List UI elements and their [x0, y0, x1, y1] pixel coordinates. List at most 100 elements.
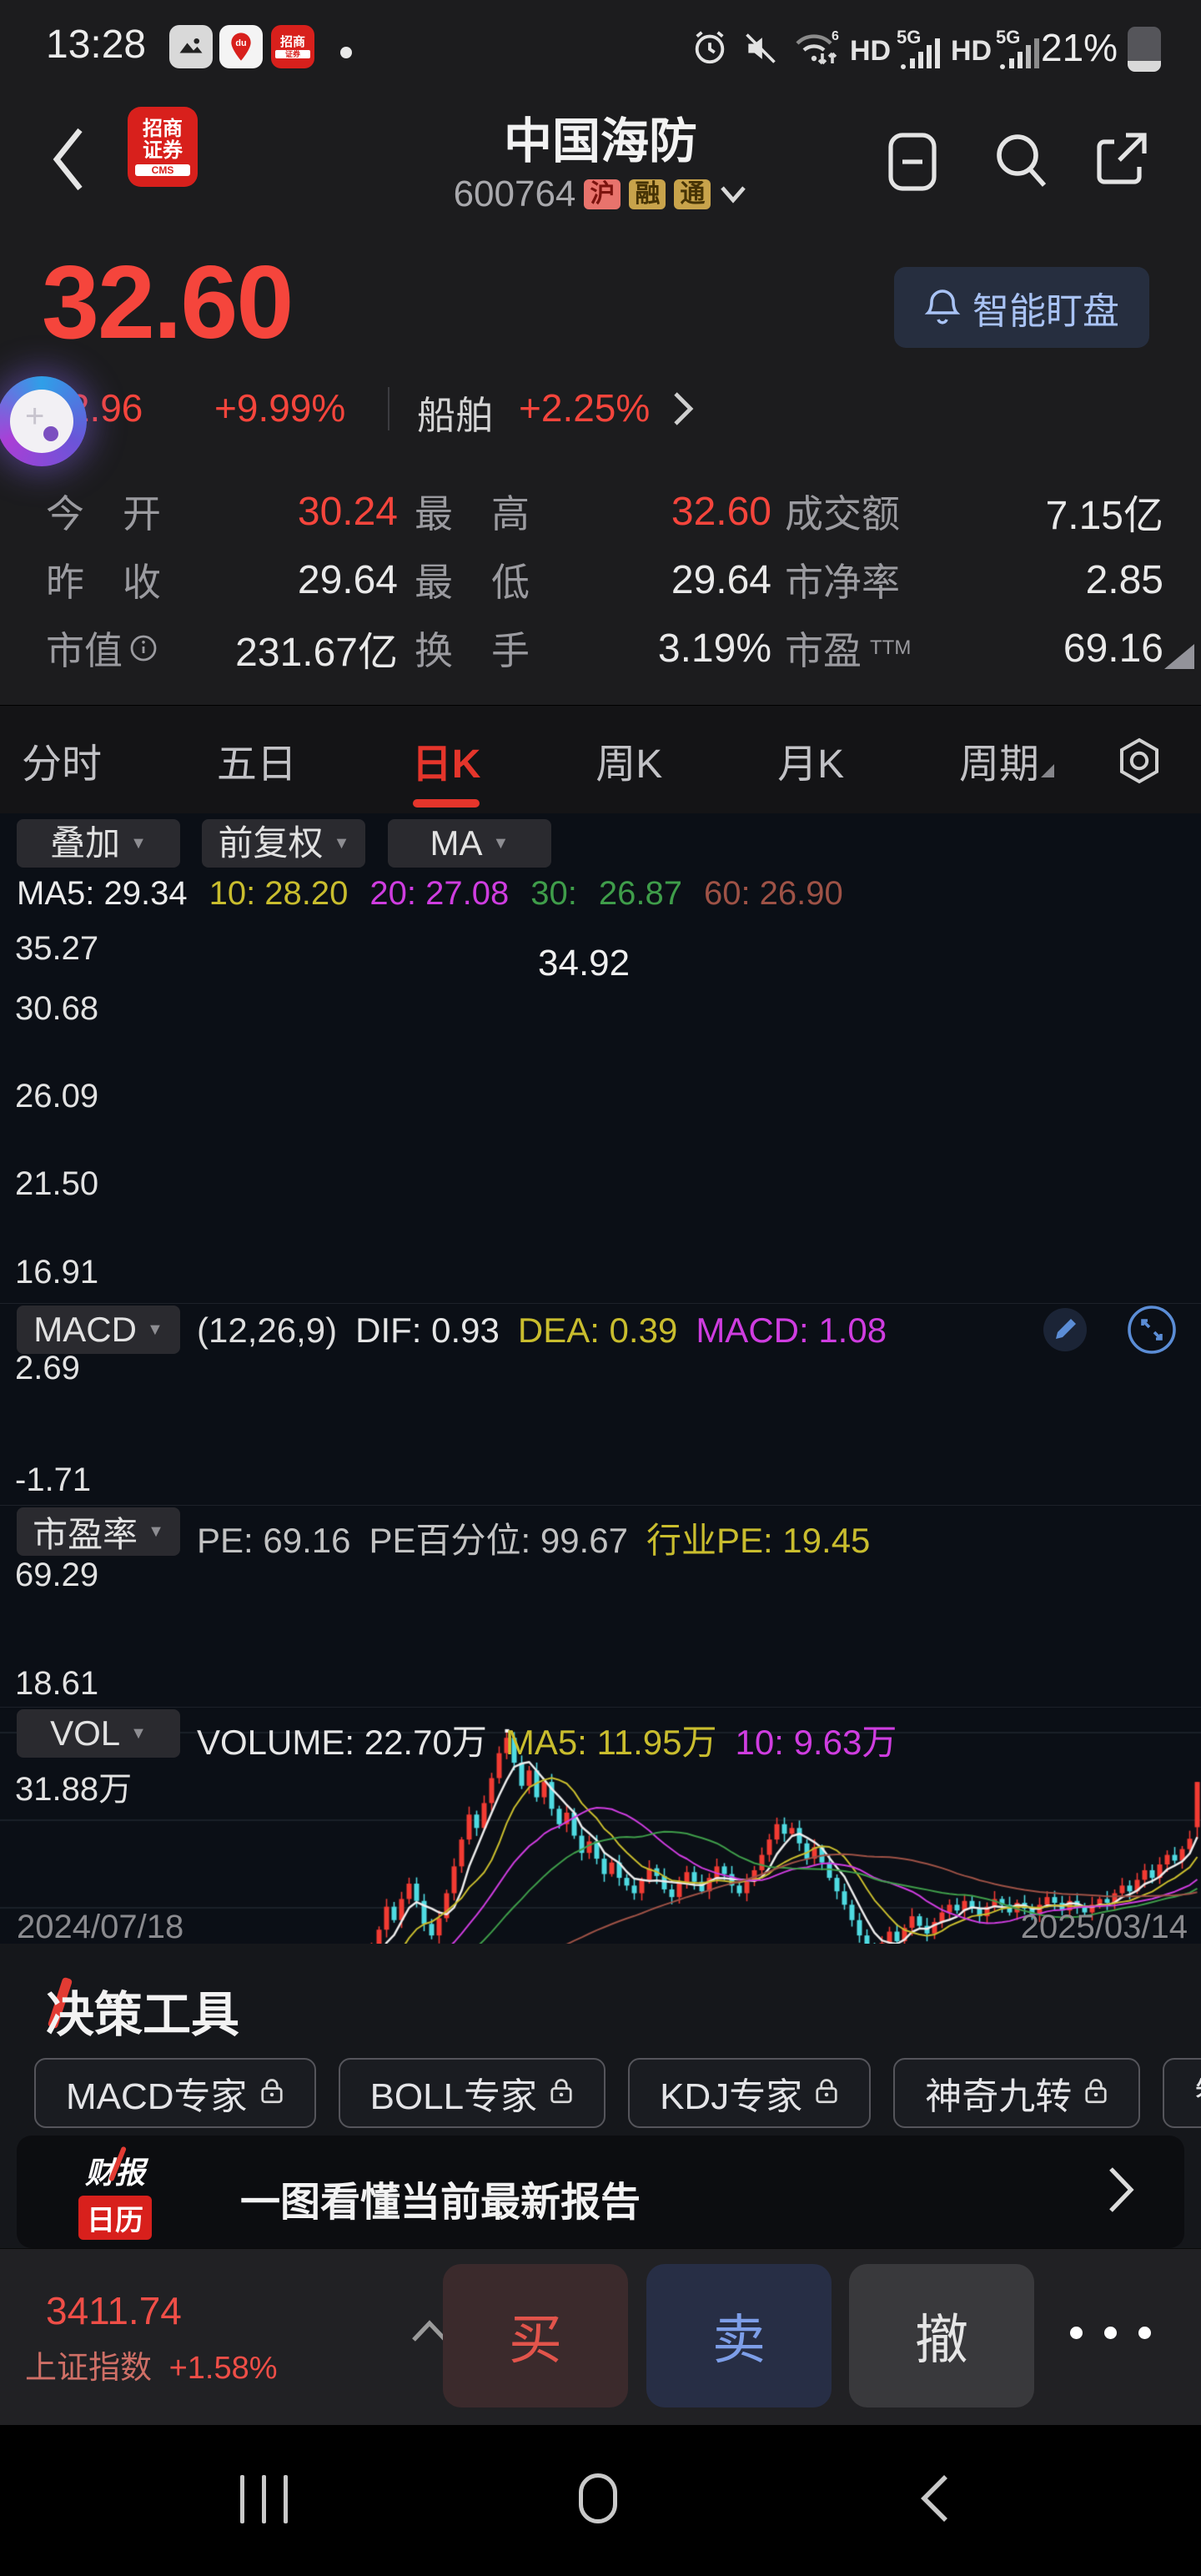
report-banner[interactable]: 财报 日历 一图看懂当前最新报告	[17, 2136, 1184, 2248]
trade-bar: 3411.74 上证指数 +1.58% 买 卖 撤	[0, 2248, 1201, 2426]
chevron-up-icon[interactable]	[410, 2320, 449, 2347]
caret-corner-icon	[1041, 764, 1054, 777]
back-button[interactable]	[48, 125, 87, 198]
last-price: 32.60	[42, 245, 294, 360]
tool-chip-神奇九转[interactable]: 神奇九转	[893, 2058, 1141, 2128]
caret-down-icon: ▼	[492, 833, 510, 853]
chart-date-end: 2025/03/14	[1020, 1909, 1188, 1945]
active-tab-underline	[413, 799, 480, 808]
macd-values: (12,26,9) DIF: 0.93 DEA: 0.39 MACD: 1.08	[197, 1311, 905, 1351]
notification-dot	[340, 47, 352, 58]
indicator-dropdown[interactable]: MA ▼	[387, 818, 551, 868]
tab-月K[interactable]: 月K	[777, 742, 845, 787]
stat-value: 29.64	[297, 557, 398, 602]
price-change-pct: +9.99%	[214, 386, 346, 430]
caret-down-icon: ▼	[146, 1320, 163, 1339]
macd-y-max: 2.69	[15, 1350, 80, 1386]
stat-label: 成交额	[785, 492, 900, 536]
divider	[388, 387, 389, 430]
home-icon[interactable]	[579, 2473, 617, 2523]
lock-icon	[814, 2072, 839, 2114]
more-menu-icon[interactable]	[1070, 2327, 1151, 2339]
top-section: 13:28 du 招商 证券 6 HD 5G HD	[0, 0, 1201, 705]
tab-日K[interactable]: 日K	[407, 722, 486, 808]
macd-params: (12,26,9)	[197, 1311, 338, 1350]
sell-button[interactable]: 卖	[646, 2264, 832, 2407]
tab-周期[interactable]: 周期	[954, 722, 1059, 797]
map-app-notification-icon: du	[219, 25, 263, 68]
stat-value: 3.19%	[657, 626, 771, 671]
kline-y-label: 16.91	[15, 1254, 99, 1291]
minimize-watch-button[interactable]	[886, 130, 939, 198]
search-icon[interactable]	[992, 130, 1049, 194]
cms-notification-icon: 招商 证券	[271, 25, 314, 68]
index-value[interactable]: 3411.74	[46, 2289, 182, 2332]
stock-code-row[interactable]: 600764 沪 融 通	[0, 174, 1201, 215]
indicator-value: PE: 69.16	[197, 1521, 351, 1560]
tab-周K[interactable]: 周K	[595, 742, 663, 787]
stat-label: 换 手	[415, 629, 530, 672]
signal-5g-2: 5G	[996, 25, 1043, 76]
expand-fullscreen-icon[interactable]	[1126, 1304, 1178, 1360]
indicator-value: VOLUME: 22.70万	[197, 1723, 487, 1762]
macd-dropdown[interactable]: MACD ▼	[17, 1306, 180, 1354]
signal-5g-1: 5G	[897, 25, 943, 76]
svg-text:5G: 5G	[996, 27, 1020, 48]
tool-chip-智能[interactable]: 智能	[1163, 2058, 1201, 2128]
stat-label[interactable]: 市值	[46, 621, 186, 676]
smart-monitor-button[interactable]: 智能盯盘	[894, 267, 1149, 348]
stat-label: 昨 收	[46, 561, 161, 604]
chevron-right-icon[interactable]	[1104, 2164, 1138, 2220]
alarm-icon	[691, 28, 729, 71]
edit-pencil-icon[interactable]	[1041, 1306, 1089, 1358]
pe-y-max: 69.29	[15, 1557, 99, 1593]
chevron-right-icon[interactable]	[672, 390, 694, 431]
sector-name[interactable]: 船舶	[417, 394, 494, 437]
plus-glyph: +	[25, 398, 45, 435]
stats-row: 昨 收 29.64 最 低 29.64 市净率 2.85	[0, 546, 1201, 614]
tool-chip-KDJ专家[interactable]: KDJ专家	[628, 2058, 872, 2128]
floating-assistant-bubble[interactable]: +	[0, 376, 87, 466]
caret-down-icon: ▼	[130, 1723, 147, 1743]
ma-value: 60: 26.90	[703, 875, 843, 912]
kline-y-label: 26.09	[15, 1078, 99, 1114]
tool-chips: MACD专家 BOLL专家 KDJ专家神奇九转智能	[34, 2058, 1201, 2128]
tab-五日[interactable]: 五日	[216, 742, 297, 787]
tool-chip-MACD专家[interactable]: MACD专家	[34, 2058, 316, 2128]
recents-icon[interactable]	[240, 2475, 288, 2523]
report-calendar-logo: 财报 日历	[65, 2146, 165, 2240]
pe-dropdown[interactable]: 市盈率 ▼	[17, 1507, 180, 1556]
adjust-dropdown[interactable]: 前复权 ▼	[202, 818, 366, 868]
expand-stats-handle[interactable]	[1164, 644, 1194, 669]
android-nav-bar	[0, 2425, 1201, 2576]
banner-text: 一图看懂当前最新报告	[240, 2181, 641, 2225]
decision-tools-title: 决策工具	[46, 1988, 240, 2042]
badge-sh: 沪	[584, 179, 621, 209]
caret-down-icon: ▼	[333, 833, 350, 853]
indicator-value: DIF: 0.93	[355, 1311, 500, 1350]
nav-back-icon[interactable]	[916, 2473, 952, 2528]
sector-change-pct: +2.25%	[519, 386, 651, 430]
badge-connect: 通	[674, 179, 711, 209]
stat-value: 29.64	[671, 557, 771, 602]
gear-icon[interactable]	[1114, 736, 1164, 790]
stats-table: 今 开 30.24 最 高 32.60 成交额 7.15亿昨 收 29.64 最 低 29.64…	[0, 477, 1201, 682]
vol-y-max: 31.88万	[15, 1771, 133, 1808]
stat-value: 69.16	[1063, 626, 1163, 671]
tab-分时[interactable]: 分时	[22, 742, 103, 787]
share-icon[interactable]	[1094, 130, 1149, 193]
battery-percent: 21%	[1041, 26, 1118, 69]
lock-icon	[549, 2072, 574, 2114]
vol-dropdown[interactable]: VOL ▼	[17, 1709, 180, 1758]
tool-chip-BOLL专家[interactable]: BOLL专家	[338, 2058, 606, 2128]
indicator-value: MA5: 11.95万	[505, 1723, 717, 1762]
mute-icon	[742, 30, 779, 71]
svg-text:5G: 5G	[897, 27, 921, 48]
indicator-value: MACD: 1.08	[696, 1311, 887, 1350]
buy-button[interactable]: 买	[443, 2264, 628, 2407]
cancel-order-button[interactable]: 撤	[849, 2264, 1034, 2407]
hd-label-2: HD	[951, 35, 992, 67]
overlay-dropdown[interactable]: 叠加 ▼	[17, 818, 180, 868]
index-row[interactable]: 上证指数 +1.58%	[25, 2342, 278, 2387]
